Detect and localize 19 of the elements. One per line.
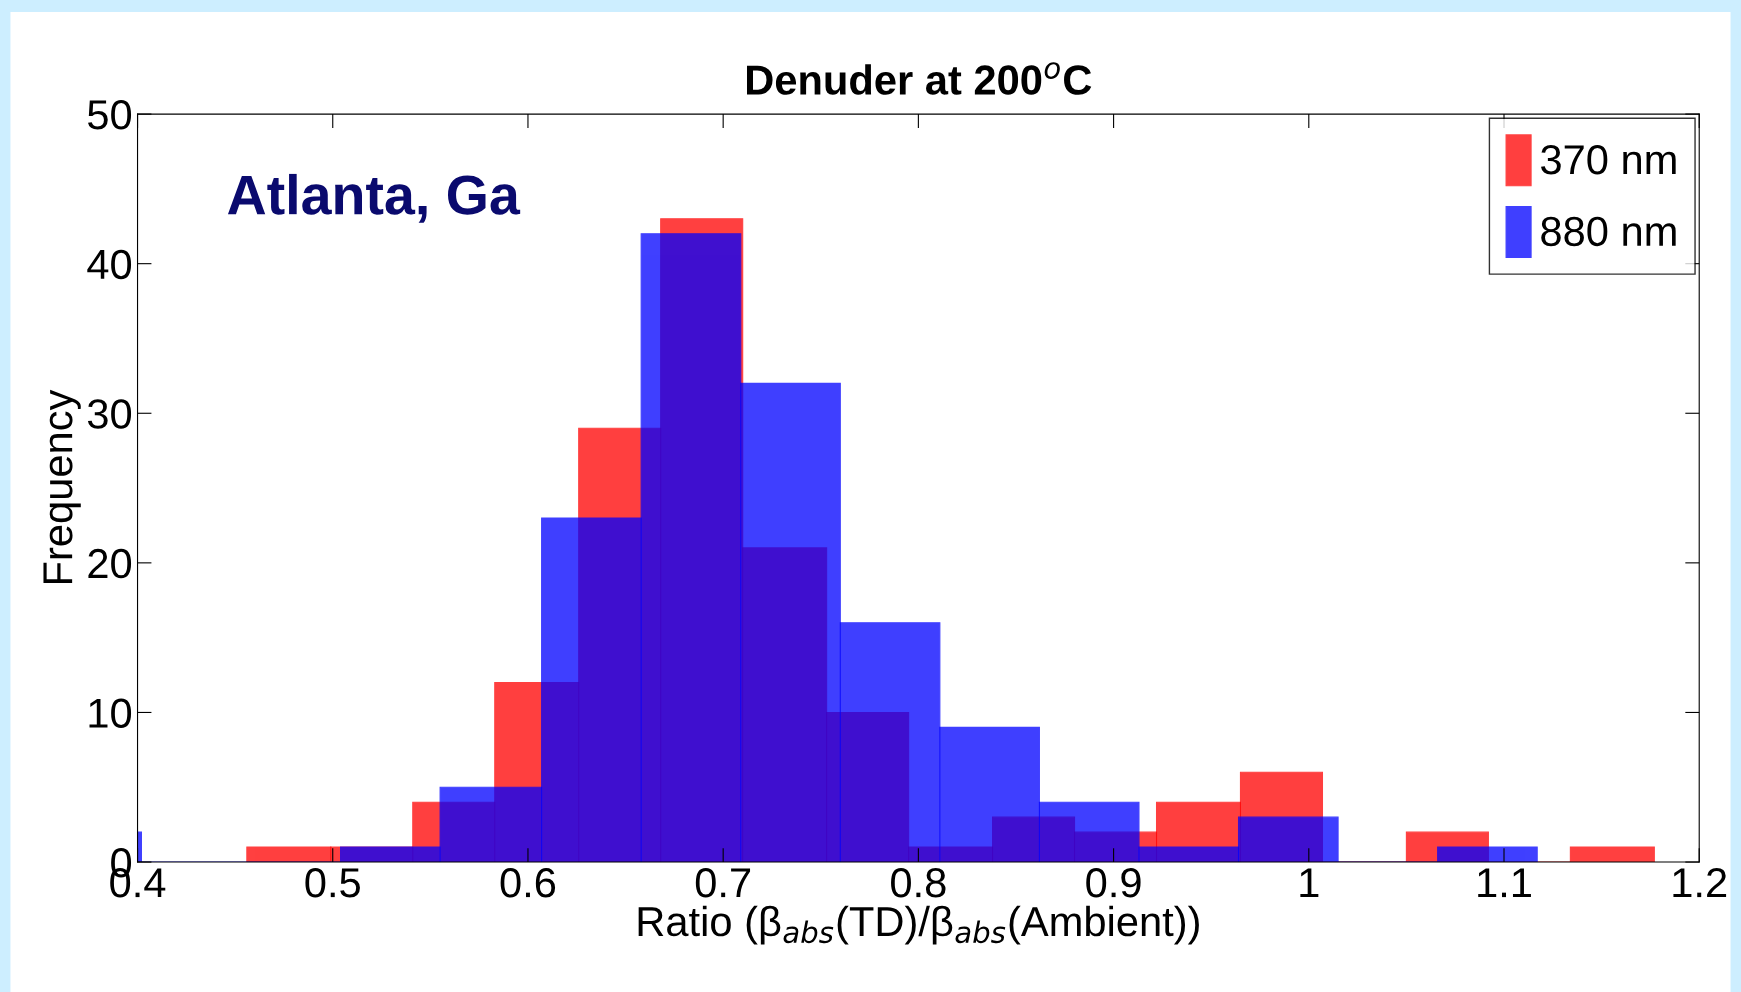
y-tick-label: 20 (88, 548, 132, 579)
x-tick-label: 0.5 (305, 868, 360, 898)
y-tick-label: 50 (88, 100, 132, 130)
y-tick-label: 40 (87, 249, 132, 280)
x-axis-title: Ratio (β$_{abs}$(TD)/β$_{abs}$(Ambient)) (638, 905, 1199, 945)
legend-label: 370 nm (1541, 144, 1676, 175)
annotation: Atlanta, Ga (227, 173, 521, 223)
y-tick-label: 10 (89, 698, 132, 728)
chart-title: Denuder at 200$^{o}$C (747, 62, 1092, 95)
y-axis-title: Frequency (43, 389, 81, 584)
legend-label: 880 nm (1541, 216, 1676, 247)
x-tick-label: 0.9 (1086, 868, 1141, 898)
x-tick-label: 0.6 (500, 868, 556, 898)
x-tick-label: 1.1 (1478, 868, 1531, 898)
x-tick-label: 1 (1300, 868, 1319, 898)
x-tick-label: 1.2 (1673, 868, 1727, 898)
x-tick-label: 0.8 (891, 868, 946, 898)
x-tick-label: 0.7 (695, 868, 751, 898)
y-tick-label: 30 (87, 399, 132, 429)
